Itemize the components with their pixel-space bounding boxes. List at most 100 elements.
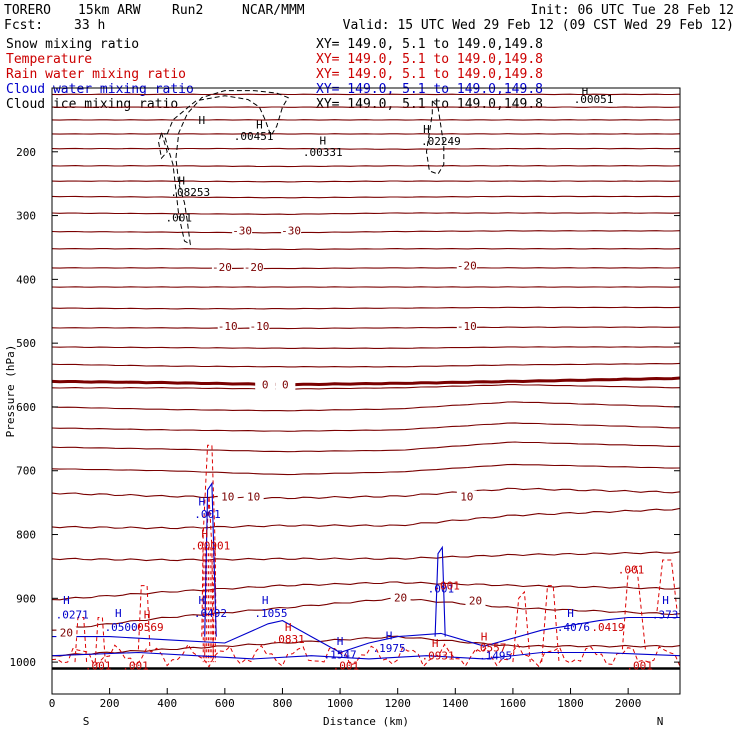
max-h-marker: H — [63, 594, 70, 607]
max-value-label: .001 — [618, 564, 645, 577]
max-value-label: .4076 — [557, 621, 590, 634]
isotherm-line — [52, 230, 680, 234]
rain-contour — [541, 585, 560, 663]
cloud-water-contour — [52, 651, 680, 660]
max-value-label: .001 — [433, 580, 460, 593]
isotherm-line — [52, 597, 680, 631]
max-value-label: .0569 — [131, 621, 164, 634]
isotherm-line — [52, 507, 680, 530]
x-tick-label: 2000 — [615, 697, 642, 710]
fcst-value: 33 h — [74, 18, 105, 33]
max-value-label: .0419 — [591, 621, 624, 634]
isotherm-label: 10 — [247, 491, 260, 504]
zero-isotherm-line — [52, 376, 680, 387]
isotherm-line — [52, 463, 680, 476]
isotherm-label: 20 — [469, 595, 482, 608]
snow-contour — [425, 99, 445, 175]
max-value-label: .1975 — [372, 642, 405, 655]
rain-contour — [621, 565, 646, 650]
max-value-label: .0831 — [272, 633, 305, 646]
init-time: Init: 06 UTC Tue 28 Feb 12 — [531, 3, 735, 18]
max-value-label: .001 — [166, 211, 193, 224]
max-value-label: .001 — [333, 659, 360, 672]
max-value-label: .0500 — [105, 621, 138, 634]
isotherm-label: -20 — [212, 261, 232, 274]
isotherm-line — [52, 180, 680, 183]
isotherm-line — [52, 165, 680, 168]
isotherm-label: 20 — [394, 591, 407, 604]
isotherm-label: -10 — [457, 320, 477, 333]
x-tick-label: 600 — [215, 697, 235, 710]
isotherm-label: 10 — [460, 491, 473, 504]
max-h-marker: H — [198, 594, 205, 607]
max-value-label: .001 — [428, 583, 455, 596]
x-tick-label: 1200 — [384, 697, 411, 710]
isotherm-line — [52, 362, 680, 368]
isotherm-label: -30 — [232, 225, 252, 238]
max-value-label: .0931 — [421, 650, 454, 663]
legend-xy: XY= 149.0, 5.1 to 149.0,149.8 — [316, 97, 543, 112]
isotherm-line — [52, 195, 680, 199]
cloud-water-contour — [434, 545, 446, 637]
max-value-label: .3737 — [652, 608, 685, 621]
max-value-label: .0557 — [473, 641, 506, 654]
max-value-label: .1495 — [479, 650, 512, 663]
max-value-label: .001 — [85, 659, 112, 672]
max-value-label: .1055 — [254, 607, 287, 620]
x-tick-label: 0 — [49, 697, 56, 710]
max-h-marker: H — [115, 607, 122, 620]
isotherm-label: 20 — [60, 626, 73, 639]
isotherm-line — [52, 147, 680, 150]
rain-contour — [656, 559, 678, 612]
legend-entry: Cloud ice mixing ratio — [6, 97, 178, 112]
x-tick-label: 1600 — [500, 697, 527, 710]
max-h-marker: H — [285, 621, 292, 634]
rain-contour — [74, 617, 88, 663]
isotherm-label: 10 — [221, 491, 234, 504]
max-h-marker: H — [256, 118, 263, 131]
legend-xy: XY= 149.0, 5.1 to 149.0,149.8 — [316, 52, 543, 67]
legend-xy: XY= 149.0, 5.1 to 149.0,149.8 — [316, 82, 543, 97]
rain-contour — [137, 585, 151, 650]
max-value-label: .00451 — [234, 130, 274, 143]
x-tick-label: 1000 — [327, 697, 354, 710]
snow-contour — [163, 90, 289, 246]
max-h-marker: H — [144, 608, 151, 621]
y-tick-label: 500 — [16, 337, 36, 350]
max-h-marker: H — [386, 629, 393, 642]
isotherm-line — [52, 212, 680, 215]
max-h-marker: H — [198, 114, 205, 127]
max-value-label: .001 — [626, 659, 653, 672]
x-axis-title: Distance (km) — [323, 715, 409, 728]
max-value-label: .00331 — [303, 146, 343, 159]
legend-entry: Rain water mixing ratio — [6, 67, 186, 82]
y-tick-label: 200 — [16, 146, 36, 159]
isotherm-line — [52, 581, 680, 601]
max-value-label: .001 — [122, 659, 149, 672]
max-h-marker: H — [432, 637, 439, 650]
isotherm-line — [52, 384, 680, 390]
rain-boundary-contour — [52, 643, 680, 668]
max-value-label: .001 — [194, 508, 221, 521]
y-tick-label: 300 — [16, 210, 36, 223]
y-axis-title: Pressure (hPa) — [4, 345, 17, 438]
valid-time: Valid: 15 UTC Wed 29 Feb 12 (09 CST Wed … — [343, 18, 734, 33]
max-value-label: .0492 — [194, 607, 227, 620]
resolution: 15km ARW — [78, 3, 141, 18]
max-value-label: .08253 — [170, 186, 210, 199]
isotherm-label: -10 — [249, 320, 269, 333]
isotherm-line — [52, 267, 680, 270]
max-h-marker: H — [662, 594, 669, 607]
rain-contour — [512, 590, 531, 663]
y-tick-label: 600 — [16, 401, 36, 414]
max-h-marker: H — [178, 174, 185, 187]
rain-contour — [201, 444, 217, 637]
max-h-marker: H — [262, 594, 269, 607]
isotherm-line — [52, 306, 680, 310]
isotherm-line — [52, 248, 680, 251]
legend-xy: XY= 149.0, 5.1 to 149.0,149.8 — [316, 37, 543, 52]
isotherm-line — [52, 441, 680, 453]
x-tick-label: 400 — [157, 697, 177, 710]
legend-entry: Snow mixing ratio — [6, 37, 139, 52]
